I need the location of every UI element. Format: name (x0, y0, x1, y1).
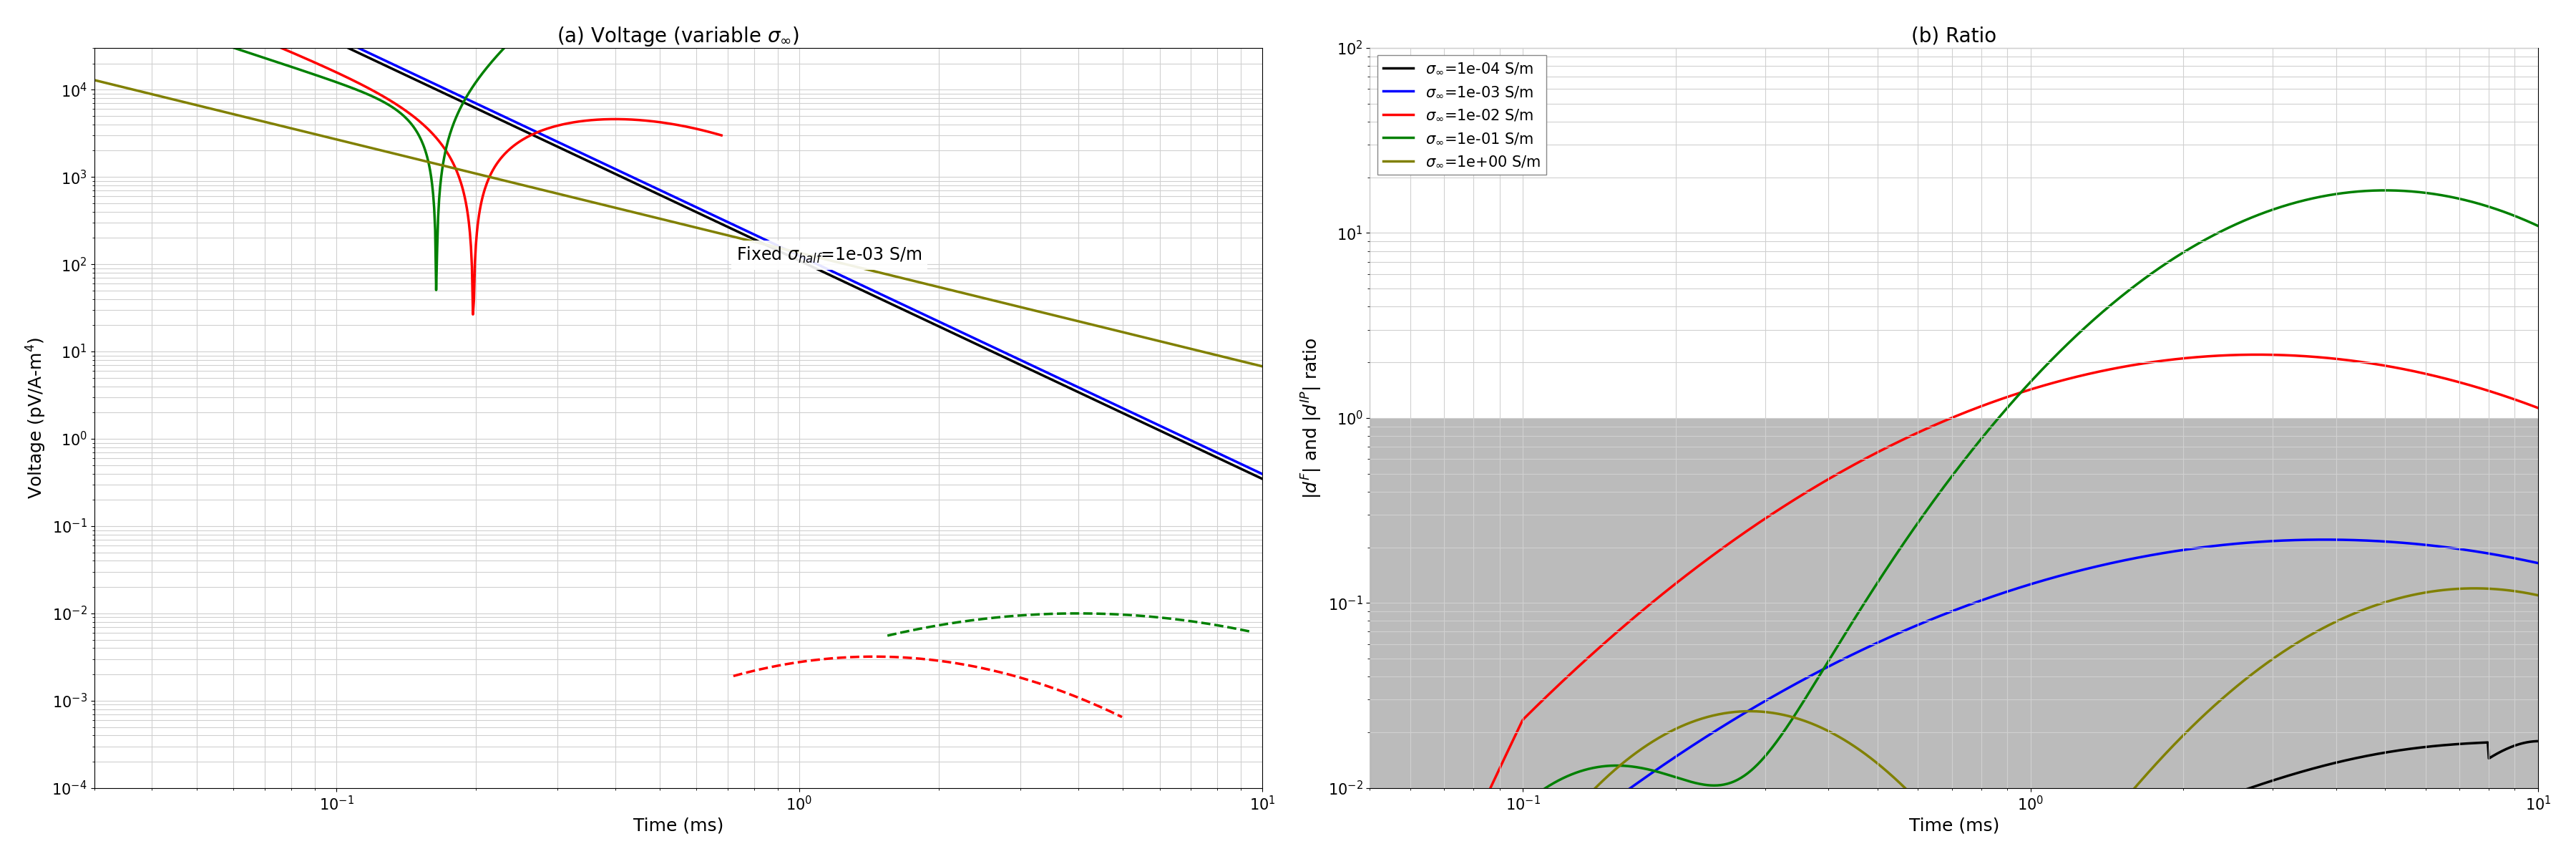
$\sigma_{\infty}$=1e-02 S/m (2532, 407, 2563, 417)
Line: $\sigma_{\infty}$=1e-04 S/m: $\sigma_{\infty}$=1e-04 S/m (1242, 741, 2548, 859)
$\sigma_{\infty}$=1e+00 S/m (1940, 837, 1971, 847)
$\sigma_{\infty}$=1e-01 S/m (2370, 186, 2401, 196)
$\sigma_{\infty}$=1e-03 S/m (1667, 747, 1698, 758)
Text: Fixed $\sigma_{half}$=1e-03 S/m: Fixed $\sigma_{half}$=1e-03 S/m (737, 246, 922, 265)
$\sigma_{\infty}$=1e-03 S/m (1914, 615, 1945, 625)
Y-axis label: $|d^F|$ and $|d^{IP}|$ ratio: $|d^F|$ and $|d^{IP}|$ ratio (1301, 338, 1324, 499)
$\sigma_{\infty}$=1e-04 S/m (2524, 736, 2555, 746)
Line: $\sigma_{\infty}$=1e-02 S/m: $\sigma_{\infty}$=1e-02 S/m (1242, 355, 2548, 859)
$\sigma_{\infty}$=1e-04 S/m (2532, 737, 2563, 747)
Line: $\sigma_{\infty}$=1e+00 S/m: $\sigma_{\infty}$=1e+00 S/m (1242, 588, 2548, 859)
Y-axis label: Voltage (pV/A-m$^4$): Voltage (pV/A-m$^4$) (26, 337, 49, 499)
Line: $\sigma_{\infty}$=1e-01 S/m: $\sigma_{\infty}$=1e-01 S/m (1242, 191, 2548, 859)
$\sigma_{\infty}$=1e-02 S/m (1667, 573, 1698, 583)
$\sigma_{\infty}$=1e+00 S/m (2532, 593, 2563, 603)
$\sigma_{\infty}$=1e-01 S/m (1667, 774, 1698, 784)
Title: (b) Ratio: (b) Ratio (1911, 27, 1996, 46)
$\sigma_{\infty}$=1e-03 S/m (1940, 605, 1971, 615)
X-axis label: Time (ms): Time (ms) (1909, 817, 1999, 834)
X-axis label: Time (ms): Time (ms) (634, 817, 724, 834)
$\sigma_{\infty}$=1e-01 S/m (2532, 226, 2563, 236)
Legend: $\sigma_{\infty}$=1e-04 S/m, $\sigma_{\infty}$=1e-03 S/m, $\sigma_{\infty}$=1e-0: $\sigma_{\infty}$=1e-04 S/m, $\sigma_{\i… (1378, 56, 1546, 174)
Title: (a) Voltage (variable $\sigma_{\infty}$): (a) Voltage (variable $\sigma_{\infty}$) (556, 25, 799, 48)
$\sigma_{\infty}$=1e-02 S/m (1940, 411, 1971, 421)
$\sigma_{\infty}$=1e-03 S/m (2532, 560, 2563, 570)
$\sigma_{\infty}$=1e-02 S/m (2241, 350, 2272, 360)
$\sigma_{\infty}$=1e-02 S/m (1914, 423, 1945, 433)
$\sigma_{\infty}$=1e+00 S/m (1793, 717, 1824, 728)
$\sigma_{\infty}$=1e-01 S/m (1914, 503, 1945, 513)
$\sigma_{\infty}$=1e-02 S/m (1793, 485, 1824, 496)
$\sigma_{\infty}$=1e+00 S/m (1667, 721, 1698, 731)
$\sigma_{\infty}$=1e-01 S/m (1940, 466, 1971, 476)
Line: $\sigma_{\infty}$=1e-03 S/m: $\sigma_{\infty}$=1e-03 S/m (1242, 539, 2548, 859)
$\sigma_{\infty}$=1e-01 S/m (1793, 688, 1824, 698)
$\sigma_{\infty}$=1e-03 S/m (2308, 534, 2339, 545)
$\sigma_{\infty}$=1e+00 S/m (2460, 583, 2491, 594)
$\sigma_{\infty}$=1e-03 S/m (1793, 672, 1824, 682)
$\sigma_{\infty}$=1e+00 S/m (1914, 807, 1945, 818)
$\sigma_{\infty}$=1e-02 S/m (1448, 844, 1479, 854)
